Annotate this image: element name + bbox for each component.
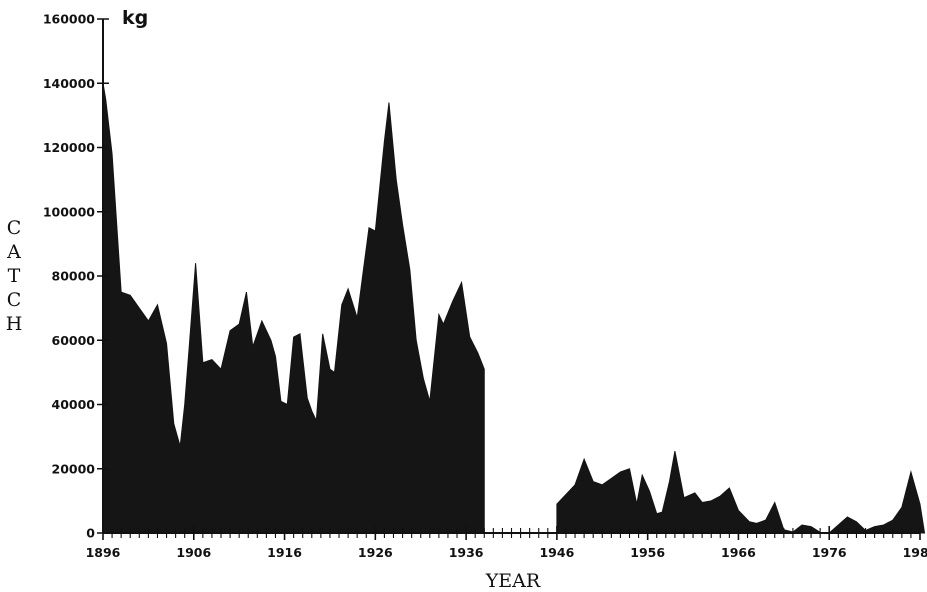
x-tick-label: 1956: [630, 545, 665, 560]
x-tick-label: 1906: [176, 545, 211, 560]
y-tick-label: 120000: [43, 140, 95, 155]
catch-area-2: [556, 450, 926, 534]
y-tick-label: 0: [86, 526, 95, 541]
y-tick-label: 60000: [52, 333, 96, 348]
chart-axes: [97, 18, 921, 540]
y-axis-title-letter: A: [6, 241, 21, 263]
y-tick-label: 140000: [43, 76, 95, 91]
y-tick-label: 80000: [52, 269, 96, 284]
x-tick-label: 1936: [449, 545, 484, 560]
x-tick-label: 1926: [358, 545, 393, 560]
x-tick-label: 1966: [721, 545, 756, 560]
y-unit-label: kg: [122, 7, 148, 29]
y-tick-labels: 0 20000 40000 60000 80000 100000 120000 140000 1…: [43, 12, 95, 541]
catch-areas: [102, 83, 926, 534]
x-tick-label: 1916: [267, 545, 302, 560]
y-axis-title-letter: C: [7, 289, 22, 311]
y-tick-label: 20000: [52, 461, 96, 476]
x-axis-title: YEAR: [485, 570, 541, 592]
y-tick-label: 100000: [43, 204, 95, 219]
x-tick-label: 1986: [903, 545, 927, 560]
y-axis-title-letter: T: [8, 265, 21, 287]
y-tick-label: 160000: [43, 12, 95, 27]
y-axis-title-letter: H: [6, 313, 23, 335]
y-tick-label: 40000: [52, 397, 96, 412]
catch-area-1: [102, 83, 485, 534]
x-tick-label: 1896: [86, 545, 121, 560]
y-axis-title-letter: C: [7, 217, 22, 239]
x-tick-label: 1946: [539, 545, 574, 560]
x-tick-labels: 1896 1906 1916 1926 1936 1946 1956 1966 1976 1986: [86, 545, 927, 560]
x-tick-label: 1976: [812, 545, 847, 560]
